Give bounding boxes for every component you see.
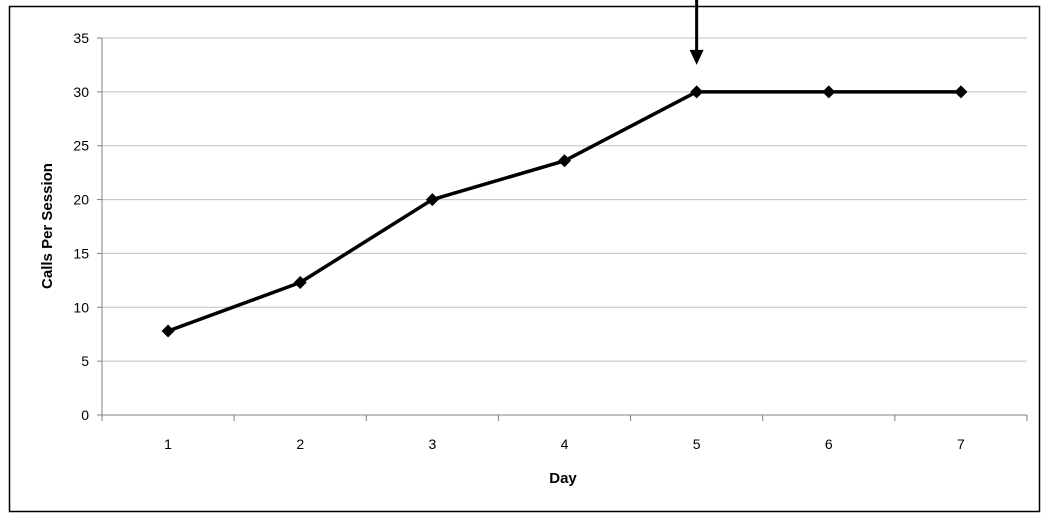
x-tick-label: 2 xyxy=(296,436,304,452)
x-tick-labels: 1 2 3 4 5 6 7 xyxy=(164,436,965,452)
y-tick-label: 25 xyxy=(73,138,89,154)
data-point-marker xyxy=(293,276,307,290)
x-tick-label: 1 xyxy=(164,436,172,452)
y-tick-label: 30 xyxy=(73,84,89,100)
y-tick-label: 0 xyxy=(81,407,89,423)
x-tick-label: 4 xyxy=(561,436,569,452)
annotations xyxy=(689,0,704,65)
data-point-marker xyxy=(822,85,836,99)
y-axis-title: Calls Per Session xyxy=(39,163,56,289)
y-tick-label: 15 xyxy=(73,245,89,261)
x-axis-title: Day xyxy=(549,470,577,487)
data-point-marker xyxy=(425,193,439,207)
y-tick-label: 35 xyxy=(73,30,89,46)
axes xyxy=(97,37,1028,421)
x-tick-label: 3 xyxy=(428,436,436,452)
y-tick-label: 20 xyxy=(73,192,89,208)
x-tick-label: 5 xyxy=(693,436,701,452)
annotation-arrow-head xyxy=(689,49,704,65)
data-point-marker xyxy=(954,85,968,99)
series xyxy=(161,85,968,338)
data-point-marker xyxy=(558,154,571,168)
y-tick-label: 5 xyxy=(81,353,89,369)
x-tick-label: 7 xyxy=(957,436,965,452)
y-tick-labels: 0 5 10 15 20 25 30 35 xyxy=(73,30,89,423)
data-point-marker xyxy=(690,85,704,99)
x-tick-label: 6 xyxy=(825,436,833,452)
data-point-marker xyxy=(161,324,175,338)
y-tick-label: 10 xyxy=(73,299,89,315)
